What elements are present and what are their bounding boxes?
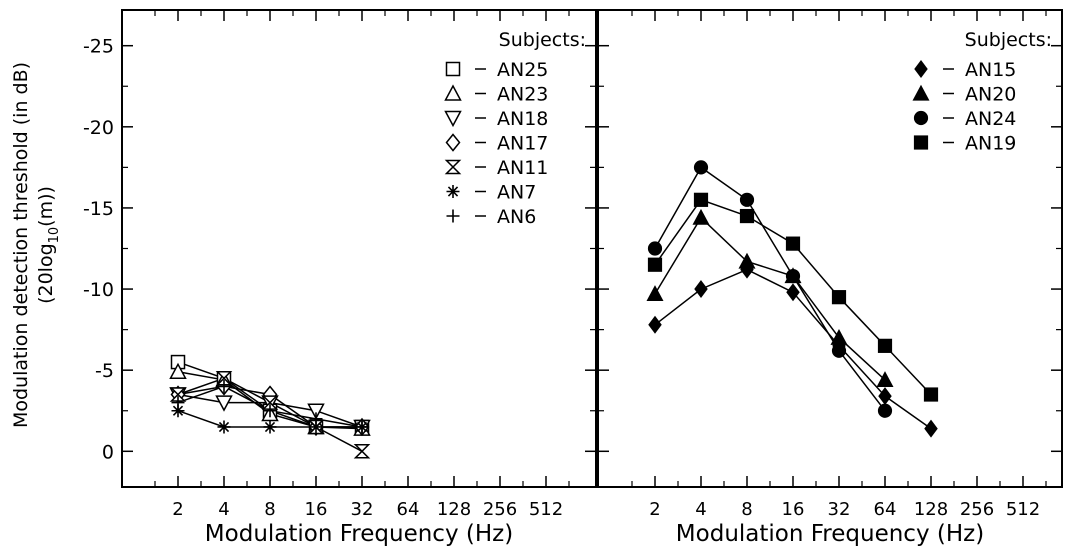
data-point-an15 [924, 419, 938, 438]
data-point-an6 [171, 396, 185, 410]
legend-marker-an7 [446, 185, 460, 198]
data-point-an11 [215, 371, 233, 386]
y-axis-label: Modulation detection threshold (in dB) [10, 62, 32, 428]
x-tick-label: 256 [960, 499, 994, 520]
data-point-an20 [738, 252, 756, 269]
legend-marker-an24 [913, 110, 929, 126]
series-line-an24 [654, 166, 886, 412]
legend-marker-an17 [445, 133, 461, 152]
data-point-an7 [171, 404, 185, 418]
x-tick-label: 64 [874, 499, 897, 520]
legend-label-an11: AN11 [497, 157, 548, 179]
data-point-an20 [830, 328, 848, 345]
x-tick-label: 2 [172, 499, 183, 520]
legend-label-an6: AN6 [497, 206, 536, 228]
x-tick-label: 4 [218, 499, 229, 520]
legend-label-an23: AN23 [497, 84, 548, 106]
data-point-an24 [739, 192, 755, 207]
x-tick-label: 128 [914, 499, 948, 520]
x-tick-label: 512 [529, 499, 563, 520]
legend-marker-an18 [444, 110, 462, 128]
data-point-an20 [692, 208, 710, 225]
x-tick-label: 128 [437, 499, 471, 520]
x-tick-label: 256 [483, 499, 517, 520]
data-point-an20 [646, 285, 664, 302]
data-point-an11 [169, 387, 187, 402]
y-tick-label: -25 [83, 36, 114, 58]
data-point-an6 [217, 379, 231, 393]
x-axis-label: Modulation Frequency (Hz) [205, 521, 513, 547]
legend-marker-an6 [446, 209, 460, 223]
data-point-an7 [217, 420, 231, 434]
legend-label-an17: AN17 [497, 133, 548, 155]
right-panel: 2 4 8 16 32 64 128 256 512 Modulation Frequency (… [597, 9, 1063, 547]
data-point-an6 [355, 420, 369, 434]
data-point-an24 [831, 343, 847, 358]
legend-title: Subjects: [499, 29, 586, 51]
x-tick-label: 8 [741, 499, 752, 520]
legend-label-an15: AN15 [965, 59, 1016, 81]
data-point-an24 [877, 403, 893, 418]
legend-marker-an11 [444, 159, 462, 175]
data-point-an19 [739, 208, 755, 224]
y-tick-label: 0 [102, 441, 114, 463]
data-point-an19 [693, 192, 709, 207]
data-point-an15 [694, 280, 708, 299]
x-tick-label: 16 [782, 499, 805, 520]
data-point-an24 [785, 268, 801, 284]
legend-marker-an23 [444, 84, 462, 101]
legend-marker-an20 [912, 84, 930, 101]
data-point-an18 [215, 395, 233, 412]
legend-label-an20: AN20 [965, 84, 1016, 106]
data-point-an6 [309, 412, 323, 426]
data-point-an18 [307, 403, 325, 420]
y-tick-label: -10 [83, 279, 114, 301]
data-point-an15 [786, 283, 800, 302]
x-tick-label: 2 [649, 499, 660, 520]
data-point-an19 [831, 290, 847, 305]
x-tick-label: 32 [828, 499, 851, 520]
y-tick-label: -5 [95, 360, 114, 382]
data-point-an11 [353, 444, 371, 459]
data-point-an11 [261, 395, 279, 410]
plot-frame [597, 9, 1063, 488]
x-tick-label: 4 [695, 499, 706, 520]
x-tick-label: 32 [351, 499, 374, 520]
data-point-an19 [785, 236, 801, 251]
left-panel: -25 -20 -15 -10 -5 0 2 4 8 16 32 64 128 256 512 Modulat… [83, 9, 597, 547]
legend-label-an19: AN19 [965, 133, 1016, 155]
data-point-an24 [647, 241, 663, 256]
x-tick-label: 64 [397, 499, 420, 520]
legend-marker-an19 [913, 135, 929, 150]
data-point-an20 [876, 371, 894, 388]
legend-label-an18: AN18 [497, 108, 548, 130]
legend-label-an25: AN25 [497, 59, 548, 81]
data-point-an15 [648, 315, 662, 334]
legend-title: Subjects: [965, 29, 1052, 51]
data-point-an7 [263, 420, 277, 434]
x-axis-label: Modulation Frequency (Hz) [676, 521, 984, 547]
data-point-an23 [169, 362, 187, 380]
data-point-an19 [877, 338, 893, 353]
legend-label-an24: AN24 [965, 108, 1016, 130]
data-point-an24 [693, 160, 709, 175]
data-point-an7 [309, 420, 323, 434]
x-tick-label: 16 [305, 499, 328, 520]
data-point-an6 [263, 404, 277, 418]
legend-label-an7: AN7 [497, 182, 536, 204]
y-tick-label: -15 [83, 198, 114, 220]
x-tick-label: 8 [264, 499, 275, 520]
y-tick-label: -20 [83, 117, 114, 139]
legend-marker-an15 [914, 60, 928, 78]
data-point-an19 [923, 387, 939, 402]
x-tick-label: 512 [1006, 499, 1040, 520]
y-axis-label-formula: (20log10(m)) [35, 186, 62, 304]
data-point-an19 [647, 257, 663, 272]
legend-marker-an25 [445, 61, 461, 77]
